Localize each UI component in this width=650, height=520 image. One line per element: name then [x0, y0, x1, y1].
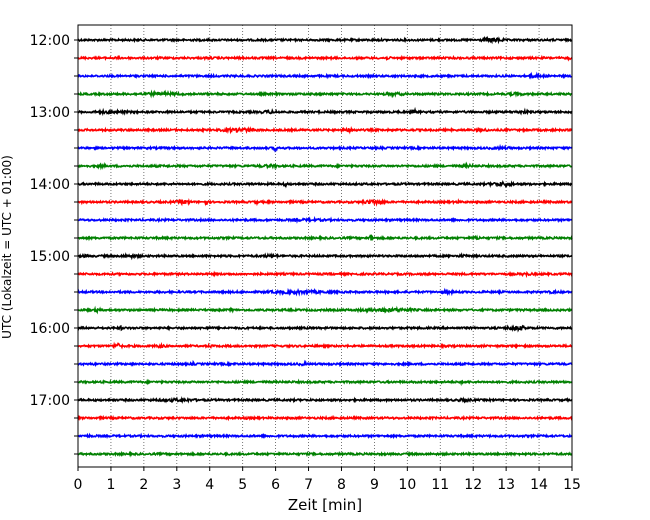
y-axis-ticks: 12:00 13:00 14:00 15:00 16:00 17:00: [30, 33, 78, 455]
trace-1600: [77, 324, 573, 333]
trace-1215: [77, 54, 573, 62]
x-tick-label: 15: [563, 477, 581, 493]
x-tick-label: 1: [106, 477, 115, 493]
trace-1515: [77, 270, 573, 279]
x-tick-label: 9: [370, 477, 379, 493]
trace-1730: [77, 432, 573, 440]
trace-1500: [77, 252, 573, 261]
trace-1300: [77, 106, 573, 117]
x-tick-label: 12: [464, 477, 482, 493]
trace-1230: [77, 71, 573, 81]
trace-1530: [77, 287, 573, 297]
trace-1700: [77, 395, 573, 404]
x-tick-label: 6: [271, 477, 280, 493]
x-tick-label: 8: [337, 477, 346, 493]
trace-lines: [77, 35, 573, 458]
trace-1245: [77, 89, 573, 99]
trace-1200: [77, 35, 573, 45]
plot-frame: [77, 24, 573, 468]
y-tick-label: 17:00: [30, 393, 70, 409]
y-tick-label: 15:00: [30, 249, 70, 265]
trace-1330: [77, 143, 573, 153]
trace-1645: [77, 378, 573, 387]
x-tick-label: 2: [139, 477, 148, 493]
y-tick-label: 16:00: [30, 321, 70, 337]
trace-1445: [77, 234, 573, 242]
y-tick-label: 14:00: [30, 177, 70, 193]
trace-1630: [77, 359, 573, 368]
y-axis-label: UTC (Lokalzeit = UTC + 01:00): [0, 155, 14, 339]
trace-1430: [77, 215, 573, 224]
trace-1415: [77, 198, 573, 207]
trace-1745: [77, 450, 573, 458]
x-tick-label: 7: [304, 477, 313, 493]
y-tick-label: 12:00: [30, 33, 70, 49]
x-tick-label: 4: [205, 477, 214, 493]
trace-1545: [77, 305, 573, 315]
trace-1345: [77, 161, 573, 171]
x-tick-label: 13: [497, 477, 515, 493]
trace-1615: [77, 341, 573, 350]
x-tick-label: 14: [530, 477, 548, 493]
x-tick-label: 11: [431, 477, 449, 493]
trace-1400: [77, 180, 573, 189]
x-tick-label: 0: [74, 477, 83, 493]
x-axis-label: Zeit [min]: [288, 496, 362, 514]
x-axis-ticks: 0 1 2 3 4 5 6 7 8 9 10 11 12 13 14 15: [74, 467, 581, 493]
y-tick-label: 13:00: [30, 105, 70, 121]
trace-1715: [77, 414, 573, 422]
trace-1315: [77, 125, 573, 135]
x-tick-label: 3: [172, 477, 181, 493]
x-tick-label: 10: [398, 477, 416, 493]
x-tick-label: 5: [238, 477, 247, 493]
